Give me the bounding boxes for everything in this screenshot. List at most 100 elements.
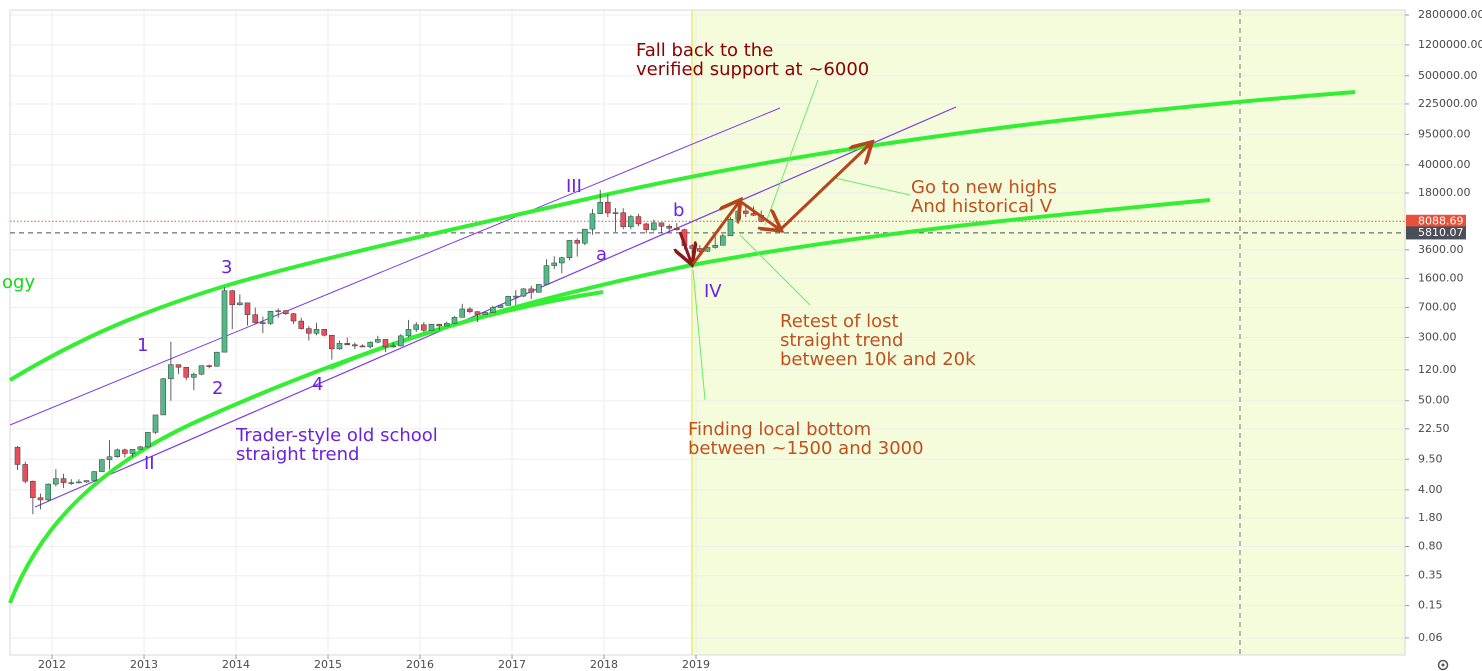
- y-tick-label: 0.35: [1418, 569, 1443, 582]
- arrows: [680, 144, 870, 264]
- y-tick-label: 120.00: [1418, 363, 1457, 376]
- wave-label: 2: [212, 378, 223, 399]
- candle-body: [428, 323, 435, 331]
- candle-body: [221, 290, 228, 353]
- arrow: [779, 144, 870, 231]
- candle-body: [658, 222, 665, 227]
- y-tick-label: 500000.00: [1418, 69, 1478, 82]
- candle-body: [735, 210, 741, 220]
- candle-body: [367, 341, 373, 348]
- candle-body: [727, 218, 734, 237]
- annotation: Finding local bottom: [688, 419, 871, 440]
- candle-body: [651, 222, 657, 230]
- candle-body: [674, 228, 680, 230]
- candle-body: [344, 343, 350, 346]
- candle-body: [398, 335, 404, 347]
- candle-body: [91, 471, 98, 481]
- y-tick-label: 9.50: [1418, 452, 1443, 465]
- candle-body: [283, 310, 289, 314]
- annotation: between ~1500 and 3000: [688, 438, 924, 459]
- y-tick-label: 0.80: [1418, 540, 1443, 553]
- candle-body: [99, 459, 105, 472]
- candle-body: [513, 295, 519, 298]
- x-tick-label: 2019: [682, 658, 710, 671]
- candle-body: [206, 365, 213, 367]
- candle-body: [605, 201, 611, 214]
- candle-body: [106, 456, 113, 460]
- candle-body: [214, 351, 220, 367]
- candle-body: [382, 339, 389, 348]
- projection-zone: [692, 10, 1405, 655]
- candle-body: [589, 213, 596, 230]
- candle-body: [306, 328, 312, 334]
- candle-body: [37, 497, 44, 501]
- short-curve: [329, 290, 604, 370]
- wave-label: III: [566, 176, 582, 197]
- candle-body: [612, 212, 619, 214]
- candle-body: [313, 329, 320, 334]
- y-tick-label: 1.80: [1418, 511, 1443, 524]
- pointer-line: [692, 269, 706, 401]
- candle-body: [520, 288, 527, 297]
- candle-body: [559, 257, 565, 264]
- candle-body: [482, 312, 488, 315]
- candle-body: [68, 482, 75, 484]
- candle-body: [413, 324, 419, 330]
- candle-body: [329, 334, 335, 350]
- y-tick-label: 1200000.00: [1418, 38, 1482, 51]
- candle-body: [14, 446, 21, 465]
- y-tick-label: 4.00: [1418, 483, 1443, 496]
- candle-body: [551, 262, 557, 266]
- x-tick-label: 2015: [314, 658, 342, 671]
- annotation: Go to new highs: [911, 177, 1057, 198]
- candle-body: [405, 329, 412, 337]
- x-tick-label: 2017: [498, 658, 526, 671]
- candle-body: [490, 307, 496, 313]
- price-label-box: [1406, 226, 1466, 240]
- candle-body: [628, 216, 634, 228]
- candle-body: [566, 240, 573, 259]
- candle-body: [298, 320, 305, 329]
- candle-body: [459, 308, 465, 318]
- y-tick-label: 0.15: [1418, 599, 1443, 612]
- annotation: straight trend: [236, 444, 359, 465]
- upper-curve: [8, 90, 1356, 382]
- candle-body: [244, 302, 251, 315]
- candle-body: [267, 311, 274, 324]
- candle-body: [336, 343, 343, 350]
- candle-body: [597, 201, 603, 215]
- price-levels: [10, 220, 1405, 234]
- candle-body: [528, 288, 534, 293]
- drawings: [8, 79, 1356, 604]
- candle-body: [536, 284, 542, 293]
- candle-body: [620, 212, 626, 228]
- candle-body: [137, 446, 144, 450]
- candle-body: [375, 339, 381, 343]
- candle-body: [76, 481, 82, 484]
- candle-body: [643, 223, 649, 230]
- candle-body: [229, 290, 236, 306]
- candle-body: [168, 364, 174, 380]
- candle-body: [505, 296, 511, 306]
- candle-body: [743, 210, 749, 214]
- y-tick-label: 700.00: [1418, 301, 1457, 314]
- y-tick-label: 18000.00: [1418, 186, 1471, 199]
- annotation: Fall back to the: [636, 40, 773, 61]
- candle-body: [436, 323, 442, 327]
- y-tick-label: 1600.00: [1418, 271, 1464, 284]
- candle-body: [635, 216, 642, 225]
- settings-icon[interactable]: [1437, 659, 1449, 671]
- annotation: Trader-style old school: [235, 425, 438, 446]
- annotation: And historical V: [911, 196, 1053, 217]
- axes: 2800000.00 1200000.00 500000.00 225000.00 95…: [38, 8, 1482, 671]
- candle-body: [145, 432, 151, 448]
- candle-body: [152, 414, 159, 433]
- candle-body: [712, 244, 718, 248]
- candle-body: [122, 449, 128, 454]
- annotation: verified support at ~6000: [636, 59, 869, 80]
- candle-body: [543, 265, 550, 285]
- candle-body: [260, 322, 266, 324]
- price-label-box: [1406, 214, 1466, 228]
- candle-body: [290, 313, 297, 322]
